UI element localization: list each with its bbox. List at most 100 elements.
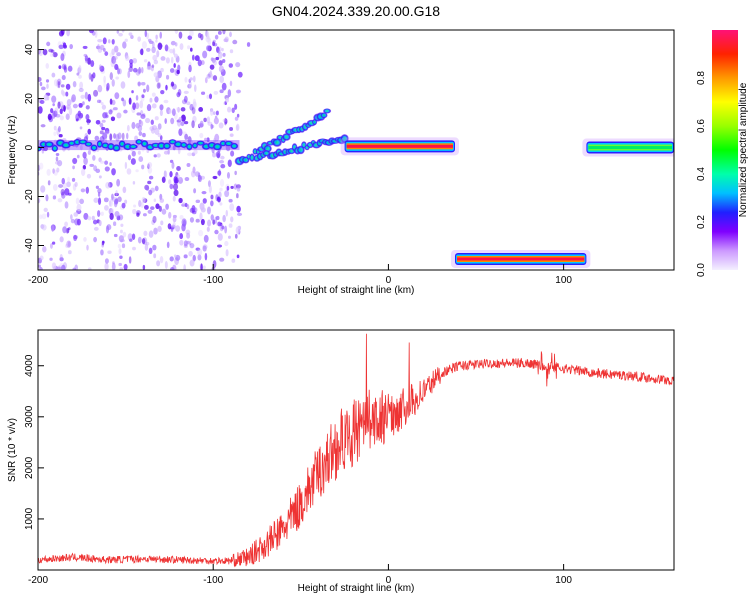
heatmap-noise-dot bbox=[73, 212, 79, 217]
heatmap-noise-dot bbox=[116, 112, 122, 119]
heatmap-noise-dot bbox=[94, 135, 100, 141]
heatmap-noise-dot bbox=[176, 166, 181, 171]
heatmap-noise-dot bbox=[234, 103, 238, 110]
heatmap-noise-dot bbox=[156, 260, 161, 267]
heatmap-noise-dot bbox=[142, 132, 146, 138]
heatmap-noise-dot bbox=[208, 185, 212, 194]
heatmap-noise-dot bbox=[117, 243, 121, 249]
heatmap-noise-dot bbox=[197, 32, 202, 39]
heatmap-noise-dot bbox=[174, 30, 179, 34]
heatmap-noise-dot bbox=[48, 48, 54, 53]
heatmap-noise-dot bbox=[122, 41, 127, 49]
heatmap-noise-dot bbox=[210, 200, 214, 207]
heatmap-noise-dot bbox=[87, 121, 90, 126]
heatmap-noise-dot bbox=[69, 43, 74, 50]
heatmap-streak-blob bbox=[249, 153, 255, 162]
heatmap-noise-dot bbox=[179, 214, 184, 220]
heatmap-noise-dot bbox=[159, 31, 163, 39]
heatmap-noise-dot bbox=[88, 72, 92, 80]
heatmap-noise-dot bbox=[168, 211, 172, 219]
heatmap-noise-dot bbox=[117, 132, 122, 140]
heatmap-noise-dot bbox=[173, 176, 178, 184]
colorbar-tick-label: 0.0 bbox=[696, 263, 707, 277]
heatmap-noise-dot bbox=[235, 184, 241, 189]
heatmap-noise-dot bbox=[135, 122, 140, 129]
heatmap-noise-dot bbox=[56, 167, 60, 173]
heatmap-noise-dot bbox=[39, 214, 43, 220]
heatmap-noise-dot bbox=[71, 94, 76, 103]
heatmap-noise-dot bbox=[101, 119, 106, 123]
heatmap-noise-dot bbox=[98, 220, 102, 227]
heatmap-noise-dot bbox=[124, 199, 128, 204]
heatmap-noise-dot bbox=[111, 79, 115, 87]
heatmap-noise-dot bbox=[208, 93, 213, 100]
heatmap-noise-dot bbox=[123, 109, 128, 114]
heatmap-noise-dot bbox=[182, 219, 187, 228]
heatmap-noise-dot bbox=[180, 121, 185, 127]
heatmap-noise-dot bbox=[228, 223, 233, 228]
heatmap-noise-dot bbox=[161, 208, 167, 215]
heatmap-noise-dot bbox=[85, 186, 90, 194]
heatmap-noise-dot bbox=[225, 249, 229, 257]
heatmap-noise-dot bbox=[72, 157, 78, 165]
heatmap-noise-dot bbox=[217, 221, 222, 227]
heatmap-noise-dot bbox=[213, 117, 219, 125]
heatmap-noise-dot bbox=[124, 38, 128, 42]
heatmap-trace-blob bbox=[128, 144, 138, 150]
heatmap-noise-dot bbox=[115, 76, 119, 80]
heatmap-noise-dot bbox=[97, 188, 102, 194]
heatmap-noise-dot bbox=[141, 164, 145, 170]
heatmap-noise-dot bbox=[75, 113, 80, 121]
heatmap-noise-dot bbox=[102, 112, 108, 119]
heatmap-noise-dot bbox=[192, 101, 197, 109]
heatmap-noise-dot bbox=[146, 47, 151, 52]
heatmap-noise-dot bbox=[87, 267, 92, 270]
heatmap-noise-dot bbox=[104, 205, 109, 211]
heatmap-noise-dot bbox=[83, 157, 88, 165]
snr-x-axis-label: Height of straight line (km) bbox=[298, 583, 415, 594]
heatmap-noise-dot bbox=[224, 190, 230, 198]
heatmap-noise-dot bbox=[75, 197, 80, 205]
heatmap-noise-dot bbox=[141, 196, 146, 204]
heatmap-noise-dot bbox=[57, 159, 63, 167]
heatmap-noise-dot bbox=[220, 163, 226, 169]
heatmap-noise-dot bbox=[160, 56, 166, 61]
heatmap-noise-dot bbox=[204, 137, 208, 142]
heatmap-noise-dot bbox=[198, 107, 204, 112]
heatmap-noise-dot bbox=[146, 104, 152, 112]
heatmap-noise-dot bbox=[189, 77, 193, 81]
heatmap-noise-dot bbox=[171, 108, 176, 116]
heatmap-noise-dot bbox=[60, 30, 65, 36]
heatmap-noise-dot bbox=[124, 161, 128, 170]
heatmap-noise-dot bbox=[38, 106, 43, 114]
heatmap-noise-dot bbox=[163, 150, 169, 155]
heatmap-noise-dot bbox=[173, 254, 177, 258]
heatmap-noise-dot bbox=[227, 159, 232, 167]
heatmap-noise-dot bbox=[157, 82, 162, 89]
heatmap-noise-dot bbox=[157, 42, 163, 51]
heatmap-noise-dot bbox=[179, 239, 184, 246]
heatmap-noise-dot bbox=[168, 109, 172, 114]
heatmap-noise-dot bbox=[47, 180, 51, 186]
heatmap-y-tick-label: -20 bbox=[24, 189, 35, 204]
heatmap-noise-dot bbox=[227, 106, 232, 113]
heatmap-noise-dot bbox=[113, 233, 118, 238]
heatmap-noise-dot bbox=[234, 233, 238, 239]
heatmap-noise-dot bbox=[61, 177, 66, 185]
heatmap-noise-dot bbox=[136, 212, 140, 217]
heatmap-noise-dot bbox=[170, 81, 175, 87]
heatmap-noise-dot bbox=[128, 66, 134, 72]
heatmap-noise-dot bbox=[46, 41, 51, 47]
heatmap-noise-dot bbox=[210, 57, 214, 61]
heatmap-noise-dot bbox=[191, 106, 196, 115]
snr-y-tick-label: 3000 bbox=[24, 405, 35, 428]
heatmap-noise-dot bbox=[221, 82, 227, 91]
heatmap-noise-dot bbox=[79, 81, 84, 90]
heatmap-noise-dot bbox=[209, 108, 214, 116]
heatmap-noise-dot bbox=[98, 99, 102, 104]
snr-x-tick-label: -200 bbox=[28, 575, 48, 586]
heatmap-noise-dot bbox=[95, 119, 101, 125]
heatmap-noise-dot bbox=[176, 91, 181, 98]
heatmap-noise-dot bbox=[172, 183, 179, 191]
heatmap-noise-dot bbox=[224, 240, 229, 247]
